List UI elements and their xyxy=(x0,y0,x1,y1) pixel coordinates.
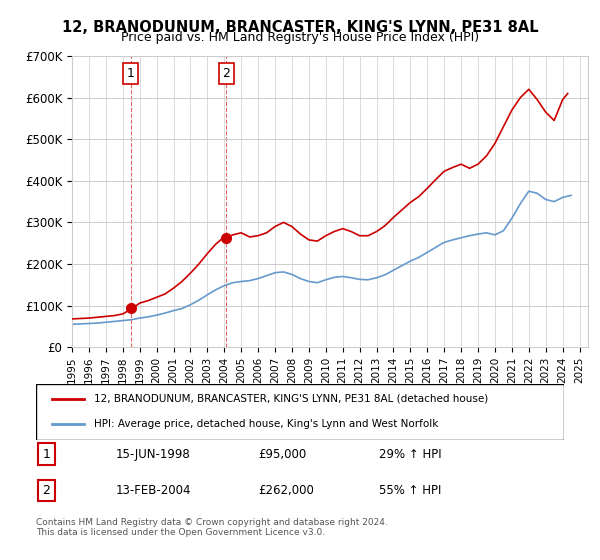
Text: 12, BRANODUNUM, BRANCASTER, KING'S LYNN, PE31 8AL: 12, BRANODUNUM, BRANCASTER, KING'S LYNN,… xyxy=(62,20,538,35)
Text: 55% ↑ HPI: 55% ↑ HPI xyxy=(379,484,442,497)
Text: 2: 2 xyxy=(223,67,230,80)
Text: 2: 2 xyxy=(43,484,50,497)
Text: 12, BRANODUNUM, BRANCASTER, KING'S LYNN, PE31 8AL (detached house): 12, BRANODUNUM, BRANCASTER, KING'S LYNN,… xyxy=(94,394,488,404)
Text: HPI: Average price, detached house, King's Lynn and West Norfolk: HPI: Average price, detached house, King… xyxy=(94,419,439,430)
FancyBboxPatch shape xyxy=(36,384,564,440)
Text: 29% ↑ HPI: 29% ↑ HPI xyxy=(379,447,442,461)
Text: 15-JUN-1998: 15-JUN-1998 xyxy=(115,447,190,461)
Text: Price paid vs. HM Land Registry's House Price Index (HPI): Price paid vs. HM Land Registry's House … xyxy=(121,31,479,44)
Text: Contains HM Land Registry data © Crown copyright and database right 2024.
This d: Contains HM Land Registry data © Crown c… xyxy=(36,518,388,538)
Text: £95,000: £95,000 xyxy=(258,447,306,461)
Text: 13-FEB-2004: 13-FEB-2004 xyxy=(115,484,191,497)
Text: 1: 1 xyxy=(127,67,134,80)
Text: 1: 1 xyxy=(43,447,50,461)
Text: £262,000: £262,000 xyxy=(258,484,314,497)
